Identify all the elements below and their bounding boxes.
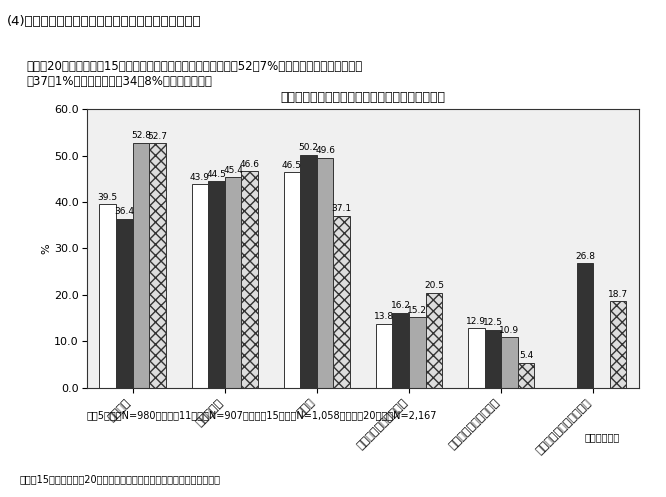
Text: 5.4: 5.4 xyxy=(519,351,533,360)
Text: 36.4: 36.4 xyxy=(115,207,135,217)
Bar xyxy=(485,330,501,388)
Text: 平成20年度は、平成15年度と同様に、違法駐車・違法駐輪が52．7%と最も多く、次いで生活音
が37．1%、ペット飼育が34．8%となっている。: 平成20年度は、平成15年度と同様に、違法駐車・違法駐輪が52．7%と最も多く、… xyxy=(27,60,363,87)
Text: 52.7: 52.7 xyxy=(148,132,168,141)
Text: 39.5: 39.5 xyxy=(98,193,118,202)
Bar xyxy=(99,204,116,388)
Text: (4)居住者間のマナーをめぐるトラブルの具体的内容: (4)居住者間のマナーをめぐるトラブルの具体的内容 xyxy=(7,15,201,28)
Bar xyxy=(116,219,133,388)
Text: 12.5: 12.5 xyxy=(483,319,503,328)
Bar xyxy=(426,293,442,388)
Text: （重複回答）: （重複回答） xyxy=(584,432,619,442)
Text: 平成5年度：N=980　　平成11年度：N=907　　平成15年度：N=1,058　　平成20年度：N=2,167: 平成5年度：N=980 平成11年度：N=907 平成15年度：N=1,058 … xyxy=(87,410,437,420)
Bar xyxy=(241,171,258,388)
Bar xyxy=(610,301,627,388)
Text: 52.8: 52.8 xyxy=(131,131,151,141)
Bar xyxy=(133,143,149,388)
Text: 46.6: 46.6 xyxy=(240,160,260,169)
Text: 12.9: 12.9 xyxy=(466,317,486,326)
Bar xyxy=(376,324,392,388)
Bar xyxy=(224,177,241,388)
Text: 44.5: 44.5 xyxy=(206,170,226,179)
Bar xyxy=(501,337,517,388)
Bar xyxy=(517,363,534,388)
Text: 37.1: 37.1 xyxy=(332,204,352,213)
Text: 16.2: 16.2 xyxy=(391,301,411,310)
Title: 居住者間のマナーをめぐるトラブルの具体的内容: 居住者間のマナーをめぐるトラブルの具体的内容 xyxy=(280,91,446,104)
Text: 18.7: 18.7 xyxy=(608,290,628,299)
Bar xyxy=(468,328,485,388)
Text: 15.2: 15.2 xyxy=(408,306,428,315)
Text: 43.9: 43.9 xyxy=(190,172,210,182)
Bar xyxy=(392,313,409,388)
Bar xyxy=(149,143,166,388)
Bar xyxy=(317,158,334,388)
Bar xyxy=(300,155,317,388)
Text: 50.2: 50.2 xyxy=(298,144,318,153)
Text: ＊平成15年度及び平成20年度の「違法駐車」には「違法駐輪」も含む。: ＊平成15年度及び平成20年度の「違法駐車」には「違法駐輪」も含む。 xyxy=(20,475,221,485)
Bar xyxy=(192,184,208,388)
Text: 45.4: 45.4 xyxy=(223,166,243,175)
Text: 26.8: 26.8 xyxy=(575,252,595,261)
Bar xyxy=(577,263,593,388)
Bar xyxy=(409,317,426,388)
Text: 10.9: 10.9 xyxy=(500,326,519,335)
Bar xyxy=(284,172,300,388)
Text: 49.6: 49.6 xyxy=(315,146,335,155)
Text: 20.5: 20.5 xyxy=(424,281,444,290)
Bar xyxy=(208,181,224,388)
Text: 13.8: 13.8 xyxy=(374,312,394,322)
Bar xyxy=(334,216,350,388)
Text: 46.5: 46.5 xyxy=(282,161,302,169)
Y-axis label: %: % xyxy=(41,243,51,254)
